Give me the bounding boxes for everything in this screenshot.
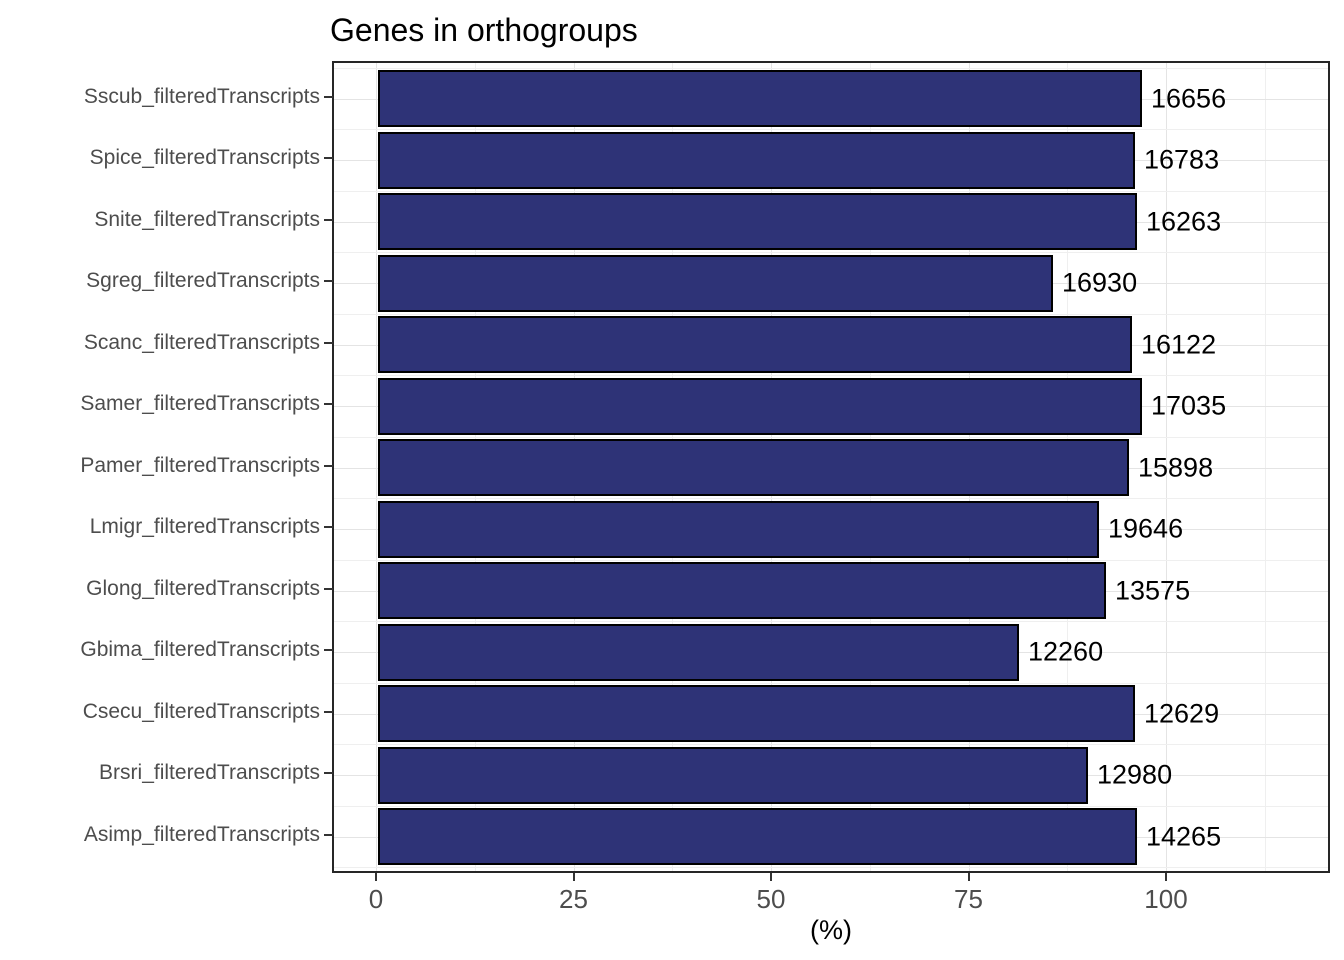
bar-value-label: 16263 [1146,206,1222,236]
bar [378,254,1053,312]
bar-value-label: 12260 [1028,636,1104,667]
x-axis-tick [375,873,377,881]
y-axis-label: Pamer_filteredTranscripts [80,453,320,477]
y-axis-label: Csecu_filteredTranscripts [82,699,320,723]
gridline-minor-horizontal [334,498,1328,500]
bar [378,70,1142,127]
gridline-minor-horizontal [334,190,1328,192]
y-axis-tick [324,280,333,282]
bar-value-label: 16656 [1151,83,1227,113]
y-axis-label: Brsri_filteredTranscripts [99,761,320,784]
y-axis-label: Spice_filteredTranscripts [89,146,320,169]
x-axis-tick [770,873,772,881]
gridline-minor-horizontal [334,805,1328,807]
y-axis-tick [324,833,333,836]
gridline-minor-horizontal [334,682,1328,684]
y-axis-label: Scanc_filteredTranscripts [83,330,320,354]
y-axis-label: Samer_filteredTranscripts [80,392,320,415]
x-tick-label: 75 [954,884,983,914]
x-tick-label: 100 [1144,884,1188,914]
gridline-minor-horizontal [334,252,1328,254]
bar [378,377,1142,435]
y-axis-tick [324,710,333,713]
x-axis-title: (%) [810,915,852,945]
bar-value-label: 12629 [1144,698,1220,728]
x-tick-label: 0 [368,884,384,914]
x-axis-tick [967,873,970,881]
gridline-major-vertical [1166,63,1167,871]
bar [378,808,1137,865]
y-axis-label: Sscub_filteredTranscripts [83,84,320,108]
y-axis-label: Asimp_filteredTranscripts [83,822,320,846]
gridline-minor-horizontal [334,375,1328,377]
bar [378,316,1132,373]
gridline-minor-horizontal [334,867,1328,869]
bar [378,131,1135,189]
bar [378,500,1099,558]
y-axis-label: Lmigr_filteredTranscripts [89,515,320,538]
gridline-minor-vertical [1264,63,1266,871]
gridline-minor-horizontal [334,559,1328,561]
y-axis-label: Sgreg_filteredTranscripts [86,269,320,292]
gridline-major-vertical [376,63,377,871]
y-axis-tick [324,772,333,774]
bar-value-label: 13575 [1115,575,1191,605]
bar [378,193,1137,250]
y-axis-tick [324,95,333,98]
bar-value-label: 16783 [1144,144,1220,175]
bar-value-label: 19646 [1108,513,1184,544]
y-axis-tick [324,403,333,405]
bar-value-label: 16122 [1141,329,1217,359]
bar-value-label: 12980 [1097,759,1173,790]
bar-value-label: 14265 [1146,821,1222,851]
y-axis-tick [324,464,333,467]
bar-value-label: 15898 [1138,452,1214,482]
y-axis-label: Glong_filteredTranscripts [86,576,320,600]
y-axis-tick [324,218,333,221]
y-axis-tick [324,587,333,590]
x-axis-tick [1165,873,1167,881]
bar [378,439,1129,496]
gridline-minor-horizontal [334,436,1328,438]
bar-value-label: 16930 [1062,267,1138,298]
bar [378,623,1019,681]
x-tick-label: 25 [559,884,588,914]
y-axis-tick [324,649,333,651]
y-axis-tick [324,526,333,528]
x-axis-tick [572,873,575,881]
plot-panel: 16656 16783 16263 16930 16122 17035 15898 19646… [332,61,1330,873]
x-tick-label: 50 [756,884,786,914]
gridline-minor-horizontal [334,621,1328,623]
bar [378,685,1135,742]
bar [378,562,1106,619]
bar [378,746,1088,804]
gridline-minor-horizontal [334,129,1328,131]
gridline-minor-horizontal [334,313,1328,315]
gridline-minor-horizontal [334,67,1328,69]
bar-value-label: 17035 [1151,390,1227,421]
y-axis-tick [324,157,333,159]
y-axis-label: Gbima_filteredTranscripts [80,638,320,661]
y-axis-tick [324,341,333,344]
chart-title: Genes in orthogroups [330,12,638,48]
y-axis-label: Snite_filteredTranscripts [94,207,320,231]
gridline-minor-horizontal [334,744,1328,746]
